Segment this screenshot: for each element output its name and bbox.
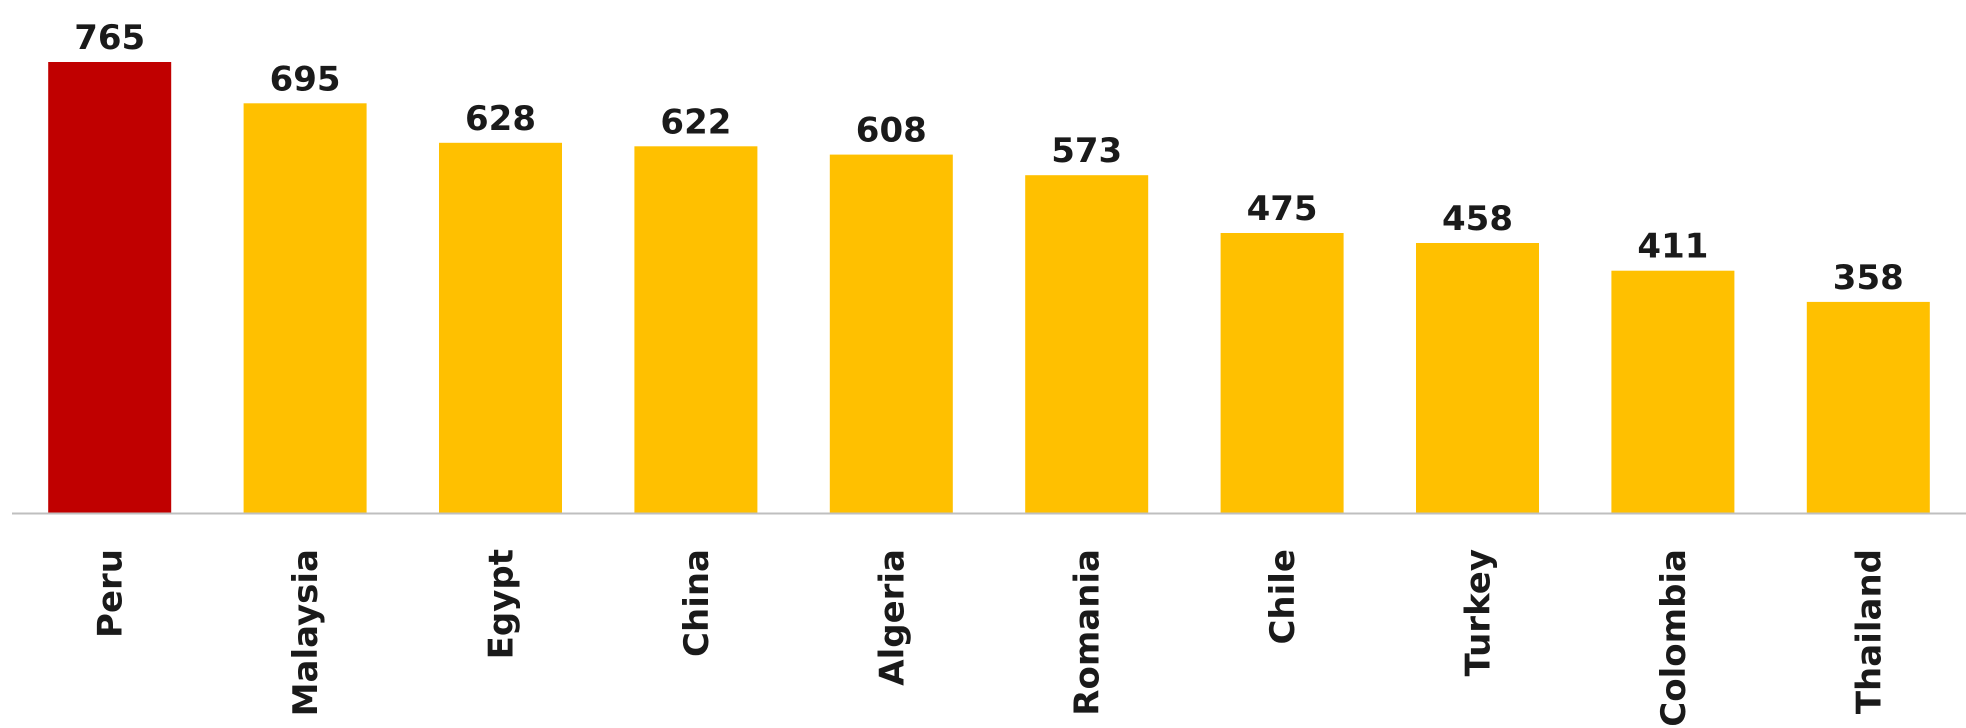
data-label-egypt: 628 — [465, 99, 536, 139]
value-labels-layer: 765 695 628 622 608 573 475 458 411 358 — [74, 18, 1904, 298]
data-label-china: 622 — [660, 102, 731, 142]
category-label-algeria: Algeria — [872, 549, 912, 686]
category-label-colombia: Colombia — [1654, 549, 1694, 727]
data-label-malaysia: 695 — [270, 59, 341, 99]
data-label-chile: 475 — [1247, 189, 1318, 229]
bar-china — [634, 146, 758, 514]
bar-malaysia — [243, 103, 367, 514]
category-label-malaysia: Malaysia — [286, 549, 326, 716]
data-label-romania: 573 — [1051, 131, 1122, 171]
category-label-thailand: Thailand — [1849, 549, 1889, 714]
bar-colombia — [1611, 270, 1735, 513]
data-label-turkey: 458 — [1442, 199, 1513, 239]
category-label-turkey: Turkey — [1459, 549, 1499, 676]
data-label-colombia: 411 — [1637, 227, 1708, 267]
bar-algeria — [829, 154, 953, 513]
category-label-peru: Peru — [91, 549, 131, 638]
bar-peru — [48, 62, 172, 513]
data-label-peru: 765 — [74, 18, 145, 58]
category-label-romania: Romania — [1068, 549, 1108, 716]
bar-romania — [1025, 175, 1149, 513]
category-label-china: China — [677, 549, 717, 657]
data-label-thailand: 358 — [1833, 258, 1904, 298]
bar-chile — [1220, 233, 1344, 513]
bar-thailand — [1806, 301, 1930, 513]
bar-turkey — [1416, 243, 1539, 513]
bar-egypt — [439, 142, 562, 514]
data-label-algeria: 608 — [856, 111, 927, 151]
category-labels-layer: Peru Malaysia Egypt China Algeria Romania Chil… — [91, 549, 1890, 727]
category-label-chile: Chile — [1263, 549, 1303, 645]
bars-layer — [48, 62, 1930, 514]
category-label-egypt: Egypt — [482, 549, 522, 659]
